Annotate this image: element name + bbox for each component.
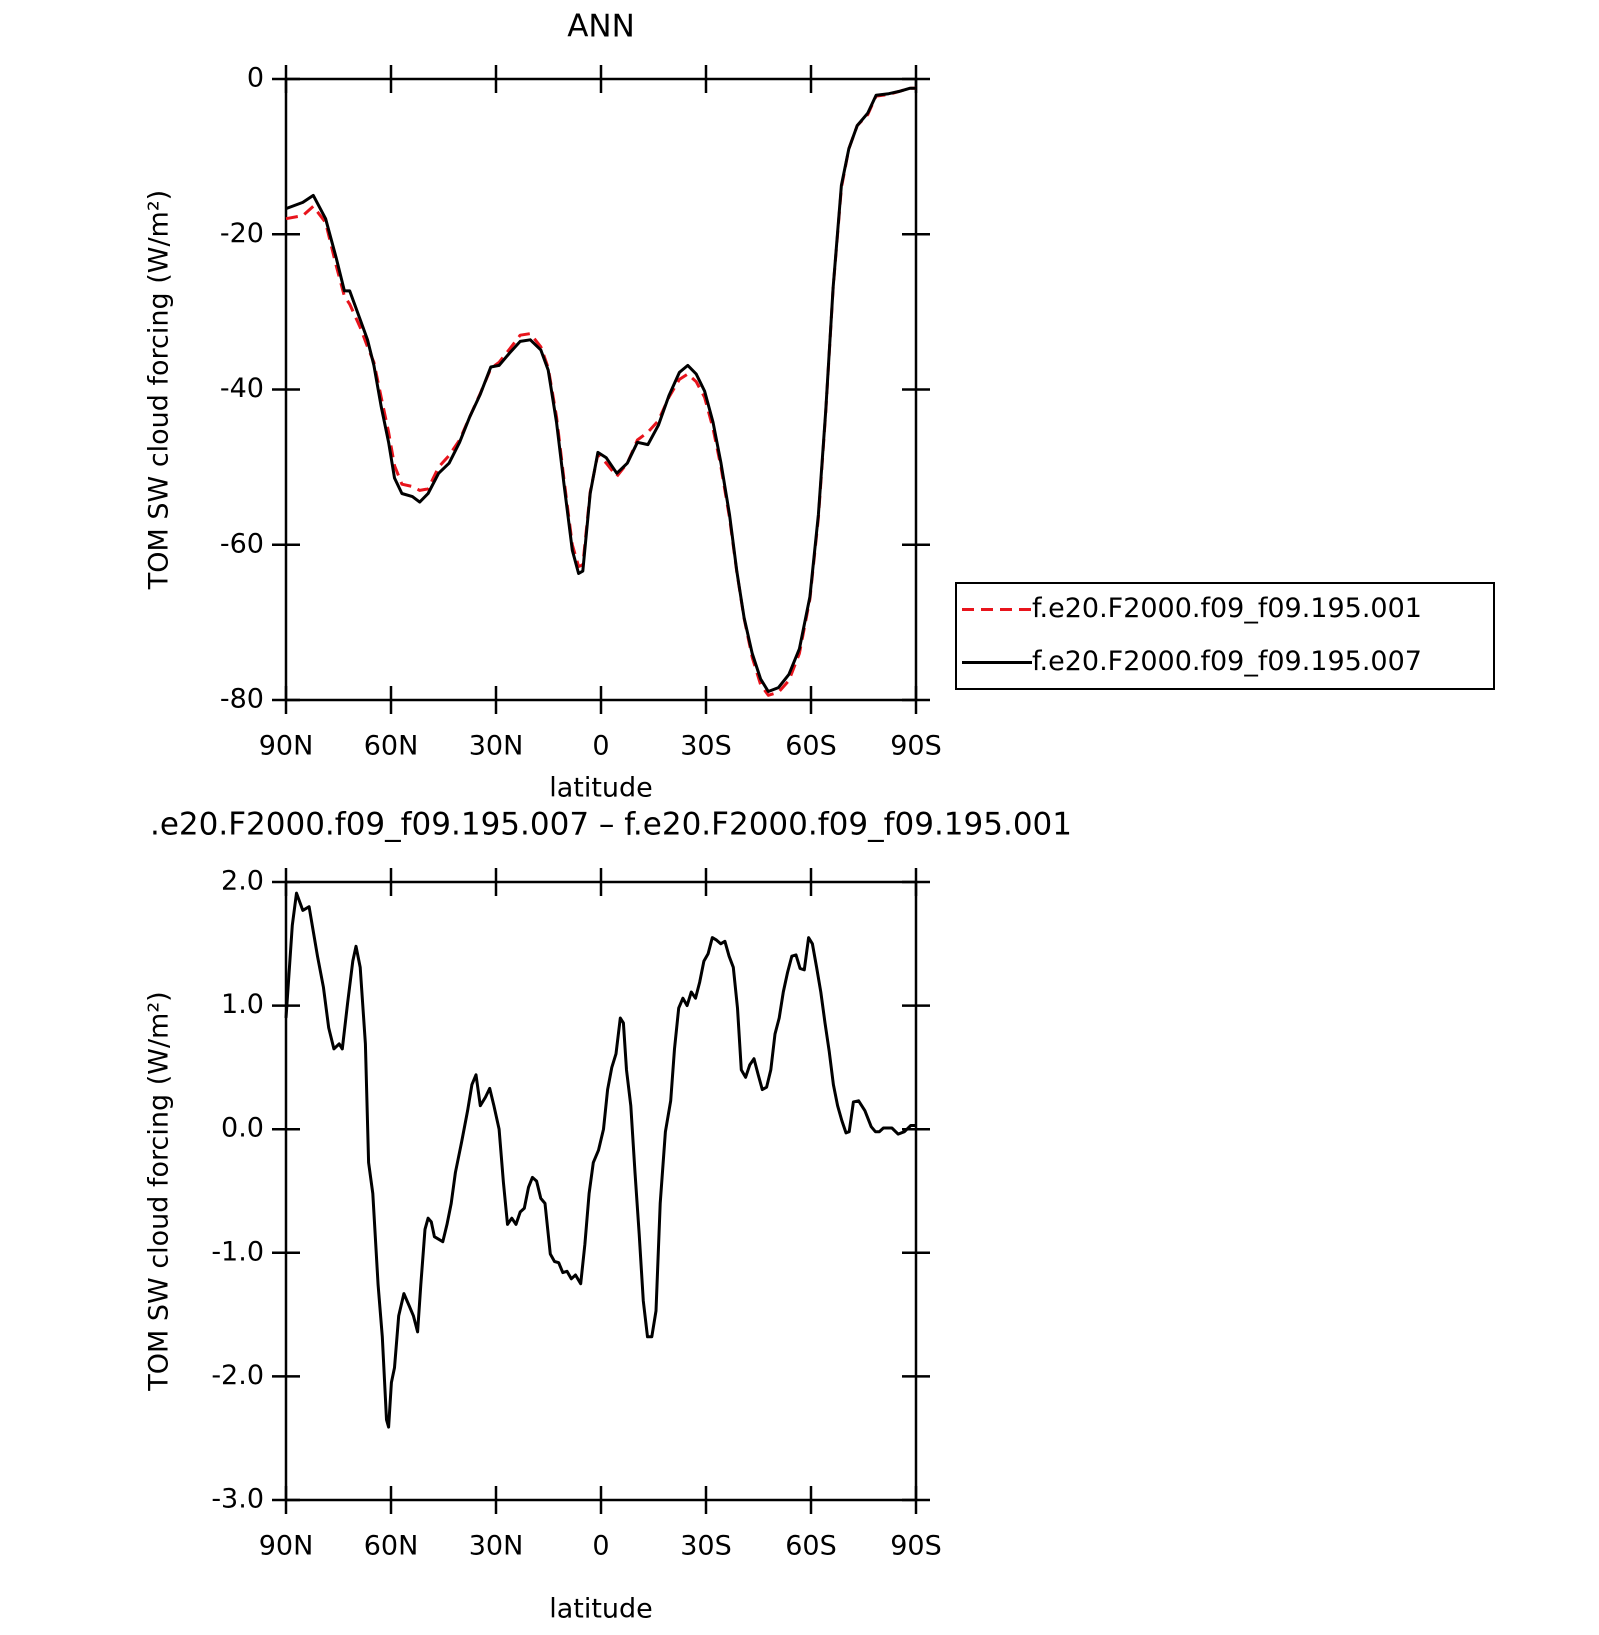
data-line	[284, 891, 916, 1429]
x-tick-label: 60N	[364, 731, 419, 762]
y-tick-label: -40	[220, 373, 264, 404]
y-tick-label: -80	[220, 684, 264, 715]
y-tick-label: 1.0	[221, 989, 264, 1020]
x-tick-label: 60S	[785, 731, 837, 762]
x-tick-label: 90S	[890, 731, 942, 762]
y-tick-label: -20	[220, 218, 264, 249]
x-tick-label: 0	[592, 731, 609, 762]
x-tick-label: 0	[592, 1531, 609, 1562]
y-tick-label: 2.0	[221, 866, 264, 897]
y-tick-label: -60	[220, 528, 264, 559]
x-tick-label: 30N	[469, 731, 524, 762]
plot-frame	[284, 77, 918, 702]
y-tick-label: -2.0	[211, 1360, 264, 1391]
plot-frame	[284, 880, 918, 1502]
x-tick-label: 90N	[259, 1531, 314, 1562]
legend-box	[955, 582, 1495, 690]
y-axis-label: TOM SW cloud forcing (W/m²)	[144, 991, 175, 1391]
x-tick-label: 30S	[680, 1531, 732, 1562]
legend-label: f.e20.F2000.f09_f09.195.007	[1032, 646, 1422, 677]
x-axis-label: latitude	[549, 773, 653, 804]
x-tick-label: 60N	[364, 1531, 419, 1562]
x-axis-label: latitude	[549, 1594, 653, 1625]
x-tick-label: 90N	[259, 731, 314, 762]
chart-title: .e20.F2000.f09_f09.195.007 – f.e20.F2000…	[150, 807, 1072, 843]
legend-label: f.e20.F2000.f09_f09.195.001	[1032, 593, 1422, 624]
y-tick-label: -3.0	[211, 1484, 264, 1515]
data-line	[285, 86, 916, 693]
y-tick-label: 0	[247, 63, 264, 94]
y-tick-label: -1.0	[211, 1236, 264, 1267]
x-tick-label: 60S	[785, 1531, 837, 1562]
x-tick-label: 90S	[890, 1531, 942, 1562]
data-line	[285, 86, 916, 697]
y-tick-label: 0.0	[221, 1113, 264, 1144]
chart-title: ANN	[567, 9, 635, 45]
x-tick-label: 30N	[469, 1531, 524, 1562]
y-axis-label: TOM SW cloud forcing (W/m²)	[144, 190, 175, 590]
x-tick-label: 30S	[680, 731, 732, 762]
